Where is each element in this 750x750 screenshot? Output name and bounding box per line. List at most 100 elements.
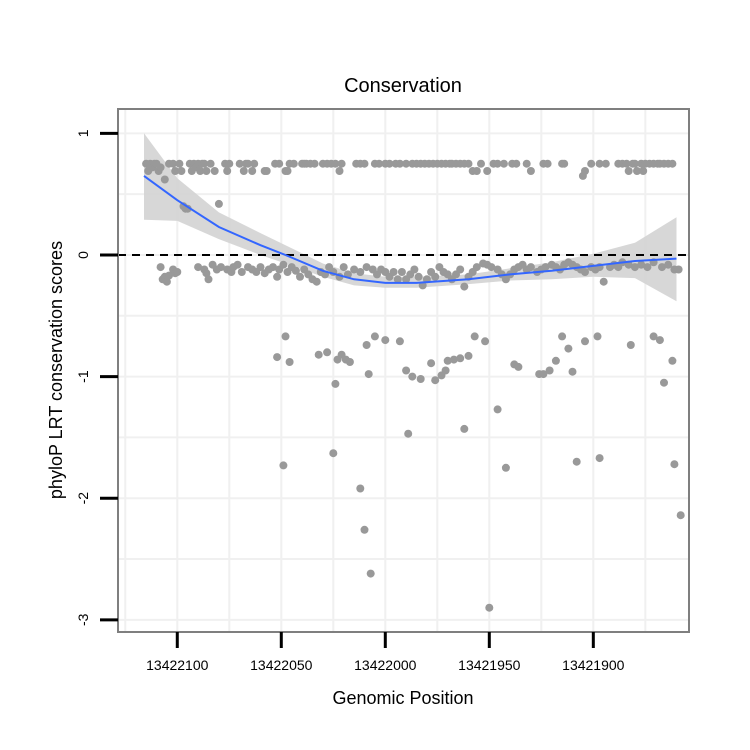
data-point [630,263,639,272]
data-point [545,366,554,375]
smooth-line [143,175,677,284]
data-point [397,268,406,276]
data-point [314,350,323,359]
data-point [362,263,371,272]
data-point [364,370,373,379]
data-point [339,263,348,272]
data-point [472,167,481,175]
data-point [356,484,365,493]
data-point [456,265,465,274]
data-point [485,603,494,612]
data-point [460,282,469,291]
data-point [283,167,292,175]
data-point [269,263,277,272]
y-tick-label: 0 [75,251,91,259]
data-point [291,266,300,275]
data-point [658,263,666,272]
data-point [196,167,205,175]
data-point [177,167,186,175]
data-point [171,167,180,175]
data-point [323,348,332,357]
data-point [173,268,182,276]
data-point [541,263,550,272]
data-point [464,159,473,168]
data-point [539,370,548,379]
data-point [512,159,521,168]
data-point [381,336,390,345]
data-point [558,332,567,341]
data-point [410,265,419,274]
data-point [637,260,646,269]
data-point [630,159,639,168]
data-point [273,272,282,281]
data-point [395,159,404,168]
data-point [285,358,294,366]
data-point [279,260,288,269]
data-point [674,265,683,274]
panel-border [117,108,690,633]
data-point [223,167,232,175]
confidence-band-layer [144,133,677,302]
data-point [431,376,440,385]
data-point [581,337,589,346]
data-point [375,159,384,168]
confidence-band [144,133,677,302]
data-point [626,341,635,349]
data-point [366,569,375,578]
data-point [414,272,423,281]
data-point [225,159,234,168]
data-point [239,167,248,175]
data-point [526,263,535,272]
data-point [543,159,552,168]
data-point [481,337,490,346]
data-point [262,167,271,175]
data-point [356,268,365,276]
data-point [210,167,219,175]
data-point [587,159,596,168]
data-point [593,332,602,341]
y-tick-label: -3 [75,613,91,626]
x-tick-label: 13421950 [458,657,521,673]
y-tick-label: -1 [75,370,91,383]
data-point [217,263,225,272]
data-point [431,272,440,281]
data-point [165,271,173,280]
data-point [250,159,259,168]
data-point [441,366,450,375]
data-point [194,263,203,272]
data-point [329,449,338,458]
y-tick-label: -2 [75,492,91,505]
data-point [275,159,284,168]
data-point [279,461,288,470]
data-point [664,260,673,269]
data-point [281,332,290,341]
data-point [633,167,641,175]
data-point [522,159,531,168]
data-point [404,429,413,438]
data-point [202,167,211,175]
data-point [564,344,573,353]
data-point [233,260,242,269]
data-point [443,356,452,365]
data-point [643,263,652,272]
data-point [581,167,589,175]
data-point [335,167,344,175]
data-point [393,275,402,284]
x-tick-label: 13421900 [562,657,625,673]
data-point [331,379,340,388]
data-point [501,463,510,472]
data-point [416,375,425,383]
data-point [526,167,535,175]
data-point [622,159,631,168]
data-point [670,460,679,469]
data-point [273,353,282,362]
data-point [572,457,581,466]
data-point [668,356,677,365]
data-point [483,167,492,175]
data-point [237,268,246,276]
x-axis-title: Genomic Position [332,688,473,708]
data-point [162,277,171,286]
data-point [204,275,213,284]
axis-layer: 13422100 13422050 13422000 13421950 13421900… [75,129,625,673]
